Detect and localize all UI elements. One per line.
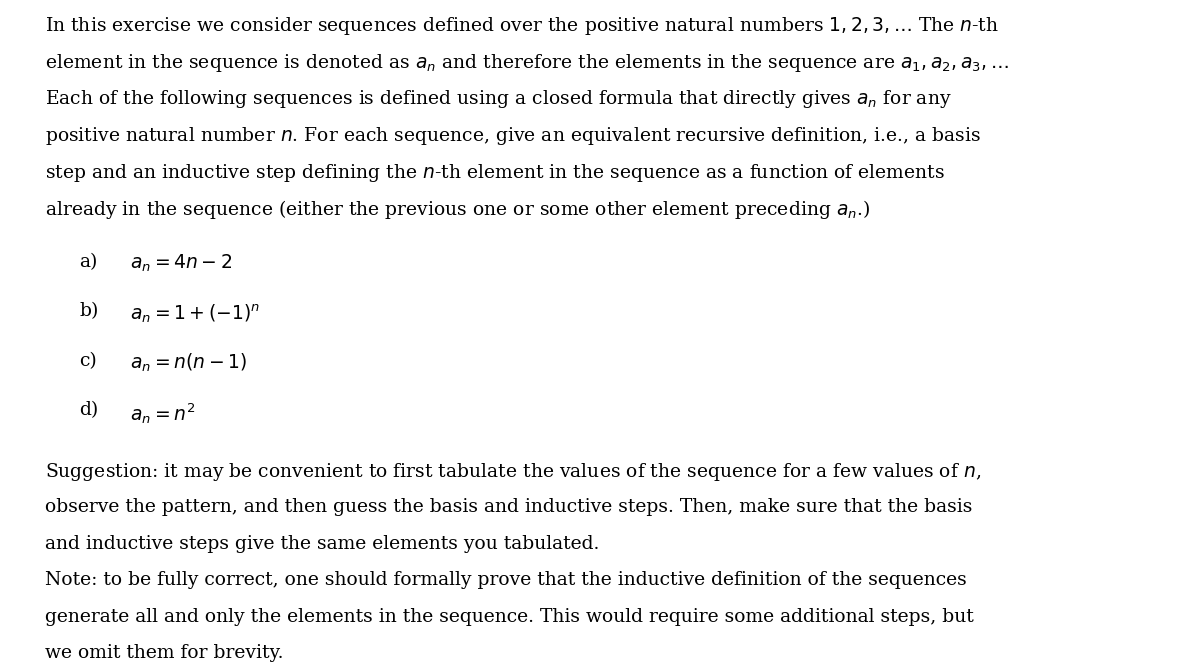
- Text: a): a): [79, 253, 97, 271]
- Text: generate all and only the elements in the sequence. This would require some addi: generate all and only the elements in th…: [46, 608, 974, 626]
- Text: Each of the following sequences is defined using a closed formula that directly : Each of the following sequences is defin…: [46, 88, 952, 110]
- Text: positive natural number $n$. For each sequence, give an equivalent recursive def: positive natural number $n$. For each se…: [46, 125, 982, 147]
- Text: already in the sequence (either the previous one or some other element preceding: already in the sequence (either the prev…: [46, 198, 870, 221]
- Text: $a_n = 4n - 2$: $a_n = 4n - 2$: [130, 253, 232, 274]
- Text: Note: to be fully correct, one should formally prove that the inductive definiti: Note: to be fully correct, one should fo…: [46, 571, 967, 589]
- Text: element in the sequence is denoted as $a_n$ and therefore the elements in the se: element in the sequence is denoted as $a…: [46, 52, 1009, 74]
- Text: we omit them for brevity.: we omit them for brevity.: [46, 644, 283, 662]
- Text: Suggestion: it may be convenient to first tabulate the values of the sequence fo: Suggestion: it may be convenient to firs…: [46, 461, 982, 483]
- Text: observe the pattern, and then guess the basis and inductive steps. Then, make su: observe the pattern, and then guess the …: [46, 498, 972, 516]
- Text: $a_n = 1 + (-1)^n$: $a_n = 1 + (-1)^n$: [130, 302, 260, 325]
- Text: d): d): [79, 401, 98, 419]
- Text: and inductive steps give the same elements you tabulated.: and inductive steps give the same elemen…: [46, 534, 600, 552]
- Text: step and an inductive step defining the $n$-th element in the sequence as a func: step and an inductive step defining the …: [46, 162, 946, 184]
- Text: c): c): [79, 352, 97, 370]
- Text: $a_n = n(n - 1)$: $a_n = n(n - 1)$: [130, 352, 247, 374]
- Text: b): b): [79, 302, 98, 320]
- Text: $a_n = n^2$: $a_n = n^2$: [130, 401, 196, 426]
- Text: In this exercise we consider sequences defined over the positive natural numbers: In this exercise we consider sequences d…: [46, 15, 1000, 37]
